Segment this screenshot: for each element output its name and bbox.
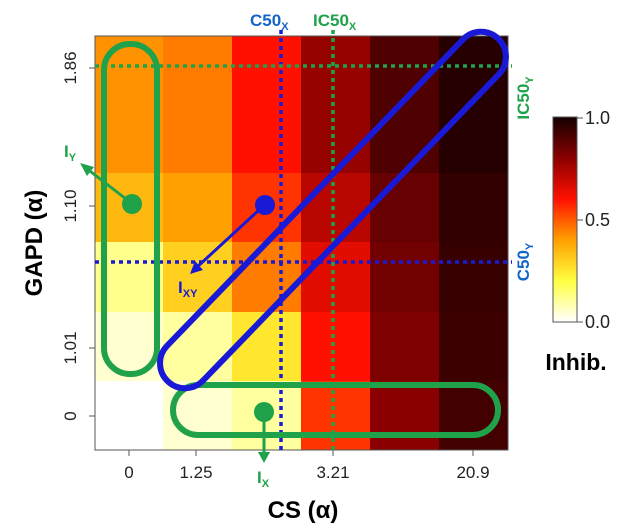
heatmap-cell-r4-c3 — [301, 36, 370, 173]
ixy-label: IXY — [178, 278, 198, 300]
c50y-label: C50Y — [514, 242, 536, 281]
ixy-arrowhead — [190, 261, 203, 274]
iy-oval — [101, 41, 160, 377]
heatmap-cell-r0-c0 — [95, 381, 163, 450]
heatmap-cell-r3-c4 — [370, 173, 439, 242]
ixy-arrow — [194, 208, 261, 270]
heatmap-cell-r4-c2 — [232, 36, 301, 173]
heatmap-cell-r1-c1 — [163, 312, 232, 381]
heatmap-cell-r1-c5 — [439, 312, 508, 381]
y-tick-label-1: 1.01 — [61, 331, 80, 364]
heatmap-cell-r3-c3 — [301, 173, 370, 242]
x-tick-label-3: 20.9 — [456, 463, 489, 482]
heatmap-cell-r4-c4 — [370, 36, 439, 173]
heatmap-cell-r0-c3 — [301, 381, 370, 450]
y-tick-label-2: 1.10 — [61, 189, 80, 222]
heatmap-cells — [95, 36, 508, 450]
heatmap-cell-r3-c5 — [439, 173, 508, 242]
ix-label: IX — [257, 468, 270, 490]
heatmap-cell-r0-c4 — [370, 381, 439, 450]
ixy-point — [255, 195, 275, 215]
iy-arrowhead — [80, 163, 94, 176]
ixy-oval — [157, 28, 509, 392]
colorbar-title: Inhib. — [545, 349, 606, 375]
colorbar-tick-label-2: 1.0 — [585, 108, 610, 128]
ix-point — [254, 402, 274, 422]
heatmap-cell-r4-c1 — [163, 36, 232, 173]
ix-arrowhead — [258, 452, 270, 463]
iy-point — [122, 194, 142, 214]
heatmap-cell-r1-c3 — [301, 312, 370, 381]
heatmap-cell-r1-c2 — [232, 312, 301, 381]
heatmap-cell-r2-c3 — [301, 242, 370, 312]
heatmap-cell-r2-c1 — [163, 242, 232, 312]
heatmap-cell-r2-c2 — [232, 242, 301, 312]
heatmap-cell-r2-c4 — [370, 242, 439, 312]
ic50y-label: IC50Y — [514, 76, 536, 120]
x-axis-title: CS (α) — [268, 497, 339, 524]
y-axis-title: GAPD (α) — [21, 190, 48, 297]
colorbar-tick-label-0: 0.0 — [585, 312, 610, 332]
ix-oval — [170, 382, 501, 438]
heatmap-cell-r1-c4 — [370, 312, 439, 381]
x-tick-label-1: 1.25 — [179, 463, 212, 482]
c50x-label: C50X — [250, 11, 289, 33]
colorbar — [552, 116, 578, 323]
y-tick-label-3: 1.86 — [61, 51, 80, 84]
heatmap-cell-r3-c1 — [163, 173, 232, 242]
heatmap-cell-r2-c5 — [439, 242, 508, 312]
iy-label: IY — [64, 142, 77, 164]
colorbar-tick-label-1: 0.5 — [585, 210, 610, 230]
iy-arrow — [85, 166, 127, 201]
y-tick-label-0: 0 — [61, 411, 80, 420]
x-tick-label-2: 3.21 — [316, 463, 349, 482]
x-tick-label-0: 0 — [124, 463, 133, 482]
ic50x-label: IC50X — [313, 11, 357, 33]
plot-frame — [94, 35, 509, 451]
